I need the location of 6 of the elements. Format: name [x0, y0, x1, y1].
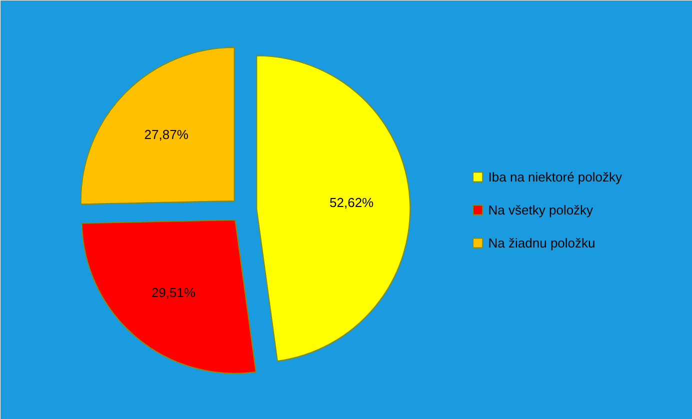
data-label: 52,62% — [330, 195, 374, 210]
legend-label: Na všetky položky — [488, 202, 594, 217]
legend-label: Na žiadnu položku — [488, 235, 596, 250]
data-label: 29,51% — [151, 284, 196, 300]
legend-label: Iba na niektoré položky — [488, 169, 622, 184]
data-label: 27,87% — [144, 126, 189, 142]
